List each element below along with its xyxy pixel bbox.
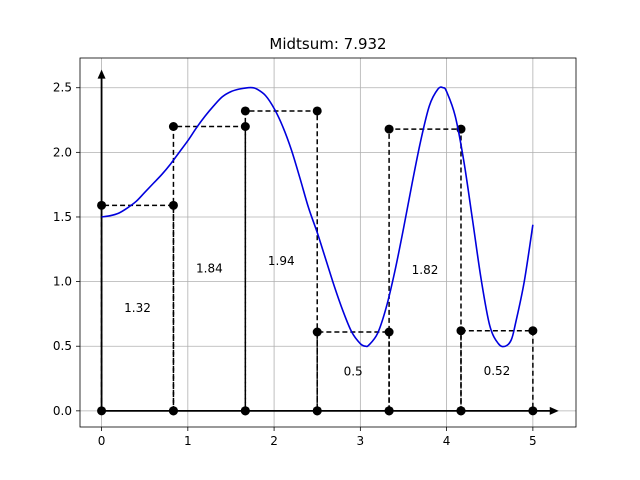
y-tick-label: 2.5 [53,81,72,95]
y-tick-label: 1.0 [53,275,72,289]
midpoint-rectangle [244,110,318,411]
x-tick-label: 3 [357,434,365,448]
x-axis-arrowhead [549,406,559,415]
x-tick-label: 5 [529,434,537,448]
rectangle-corner-point [168,122,178,132]
rectangle-corner-point [384,124,394,134]
rectangle-area-label: 1.32 [124,301,151,315]
rectangle-area-label: 0.52 [484,364,511,378]
rectangle-corner-point [240,106,250,116]
plot-area: 0 1 2 3 4 5 0.0 0.5 1.0 1.5 2.0 2.5 1.32 1.84 1.94 0.5 1… [53,57,577,448]
y-tick-label: 1.5 [53,210,72,224]
x-tick-label: 4 [443,434,451,448]
rectangle-corner-point [168,200,178,210]
midpoint-rectangle [316,331,390,411]
rectangle-area-label: 1.94 [268,254,295,268]
y-axis-arrowhead [97,69,106,79]
y-tick-label: 2.0 [53,145,72,159]
y-tick-label: 0.0 [53,404,72,418]
midpoint-rectangle [460,329,534,411]
rectangle-corner-point [528,326,538,336]
rectangle-corner-point [312,327,322,337]
rectangle-area-label: 0.5 [344,364,363,378]
midpoint-rectangle [172,125,247,411]
rectangle-area-label: 1.84 [196,262,223,276]
x-tick-label: 2 [270,434,278,448]
rectangle-corner-point [312,106,322,116]
x-tick-label: 1 [184,434,192,448]
rectangle-area-label: 1.82 [412,263,439,277]
plot-frame [79,57,577,428]
chart-title: Midtsum: 7.932 [269,35,386,53]
rectangle-corner-point [384,327,394,337]
function-curve [101,86,534,348]
midpoint-rectangle [100,204,175,411]
midpoint-rectangle [388,128,462,411]
y-tick-label: 0.5 [53,339,72,353]
x-tick-label: 0 [98,434,106,448]
rectangle-corner-point [456,326,466,336]
